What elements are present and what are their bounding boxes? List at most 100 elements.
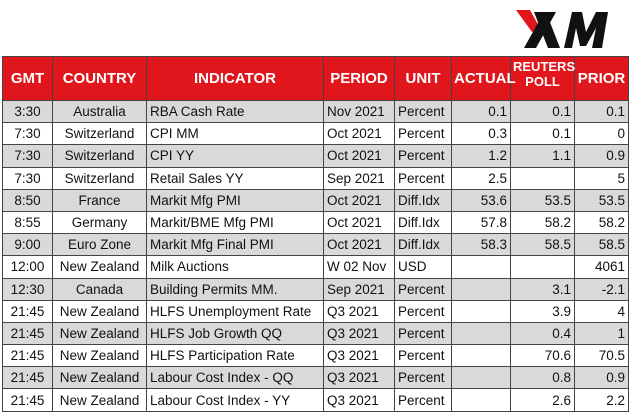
cell-actual [451,344,511,368]
cell-prior: 2.2 [574,388,629,412]
cell-actual: 53.6 [451,188,511,212]
table-row: 21:45 New Zealand HLFS Participation Rate Q… [2,344,629,368]
cell-indicator: HLFS Unemployment Rate [146,299,324,323]
cell-prior: 1 [574,321,629,346]
table-row: 21:45 New Zealand Labour Cost Index - YY Q3… [2,388,629,412]
cell-actual [451,321,511,346]
cell-country: New Zealand [52,321,147,346]
cell-country: New Zealand [52,388,147,412]
cell-period: Oct 2021 [323,122,395,146]
cell-actual: 0.1 [451,99,511,124]
cell-unit: Percent [394,388,452,412]
table-row: 8:55 Germany Markit/BME Mfg PMI Oct 2021 Dif… [2,210,629,235]
xm-logo-icon [516,10,608,48]
cell-gmt: 7:30 [2,122,53,146]
cell-unit: Percent [394,299,452,323]
cell-indicator: Markit/BME Mfg PMI [146,210,324,235]
cell-gmt: 21:45 [2,388,53,412]
cell-prior: 0 [574,122,629,146]
cell-reuters-poll: 3.9 [510,299,575,323]
cell-unit: Percent [394,344,452,368]
cell-reuters-poll: 58.5 [510,233,575,257]
cell-indicator: Retail Sales YY [146,166,324,190]
table-row: 7:30 Switzerland CPI MM Oct 2021 Percent 0.3 0… [2,122,629,146]
cell-unit: Diff.Idx [394,233,452,257]
cell-period: Oct 2021 [323,233,395,257]
cell-prior: 58.2 [574,210,629,235]
cell-gmt: 7:30 [2,144,53,168]
cell-gmt: 12:30 [2,277,53,301]
header-gmt: GMT [2,56,53,101]
economic-calendar-table: GMT COUNTRY INDICATOR PERIOD UNIT ACTUAL… [2,56,629,412]
cell-actual [451,255,511,279]
header-country: COUNTRY [52,56,147,101]
cell-period: Sep 2021 [323,277,395,301]
table-row: 21:45 New Zealand HLFS Unemployment Rate Q3… [2,299,629,323]
cell-gmt: 21:45 [2,299,53,323]
cell-actual: 58.3 [451,233,511,257]
cell-period: Q3 2021 [323,344,395,368]
cell-reuters-poll: 0.4 [510,321,575,346]
header-unit: UNIT [394,56,452,101]
cell-indicator: Building Permits MM. [146,277,324,301]
cell-country: France [52,188,147,212]
cell-reuters-poll: 2.6 [510,388,575,412]
cell-unit: Percent [394,122,452,146]
cell-period: Q3 2021 [323,299,395,323]
cell-unit: Percent [394,277,452,301]
table-row: 7:30 Switzerland Retail Sales YY Sep 2021 Pe… [2,166,629,190]
cell-unit: Percent [394,99,452,124]
cell-period: Oct 2021 [323,188,395,212]
cell-gmt: 21:45 [2,366,53,390]
cell-gmt: 21:45 [2,344,53,368]
table-row: 12:00 New Zealand Milk Auctions W 02 Nov USD… [2,255,629,279]
cell-country: Switzerland [52,166,147,190]
cell-prior: 58.5 [574,233,629,257]
cell-gmt: 9:00 [2,233,53,257]
cell-country: Germany [52,210,147,235]
cell-reuters-poll [510,166,575,190]
cell-gmt: 8:50 [2,188,53,212]
cell-country: New Zealand [52,299,147,323]
cell-country: New Zealand [52,344,147,368]
cell-reuters-poll [510,255,575,279]
cell-period: Oct 2021 [323,210,395,235]
cell-period: Q3 2021 [323,321,395,346]
cell-gmt: 8:55 [2,210,53,235]
cell-prior: 0.9 [574,144,629,168]
cell-period: Q3 2021 [323,388,395,412]
cell-unit: Percent [394,144,452,168]
cell-prior: 4061 [574,255,629,279]
cell-indicator: Milk Auctions [146,255,324,279]
cell-actual: 57.8 [451,210,511,235]
cell-reuters-poll: 1.1 [510,144,575,168]
cell-actual: 2.5 [451,166,511,190]
cell-gmt: 21:45 [2,321,53,346]
cell-gmt: 3:30 [2,99,53,124]
cell-indicator: RBA Cash Rate [146,99,324,124]
header-reuters-poll: REUTERS POLL [510,56,575,101]
table-row: 8:50 France Markit Mfg PMI Oct 2021 Diff.Idx… [2,188,629,212]
cell-reuters-poll: 58.2 [510,210,575,235]
cell-prior: 70.5 [574,344,629,368]
cell-indicator: Markit Mfg Final PMI [146,233,324,257]
header-row: GMT COUNTRY INDICATOR PERIOD UNIT ACTUAL… [2,56,629,101]
cell-reuters-poll: 70.6 [510,344,575,368]
cell-reuters-poll: 0.8 [510,366,575,390]
header-indicator: INDICATOR [146,56,324,101]
cell-indicator: Labour Cost Index - YY [146,388,324,412]
cell-prior: 0.9 [574,366,629,390]
cell-actual [451,277,511,301]
cell-indicator: CPI MM [146,122,324,146]
cell-indicator: Labour Cost Index - QQ [146,366,324,390]
cell-unit: Diff.Idx [394,188,452,212]
cell-country: Switzerland [52,122,147,146]
cell-reuters-poll: 0.1 [510,122,575,146]
xm-logo [510,6,620,52]
table-body: 3:30 Australia RBA Cash Rate Nov 2021 Percen… [2,99,629,412]
cell-country: New Zealand [52,255,147,279]
cell-period: W 02 Nov [323,255,395,279]
header-prior: PRIOR [574,56,629,101]
header-actual: ACTUAL [451,56,516,101]
cell-gmt: 7:30 [2,166,53,190]
